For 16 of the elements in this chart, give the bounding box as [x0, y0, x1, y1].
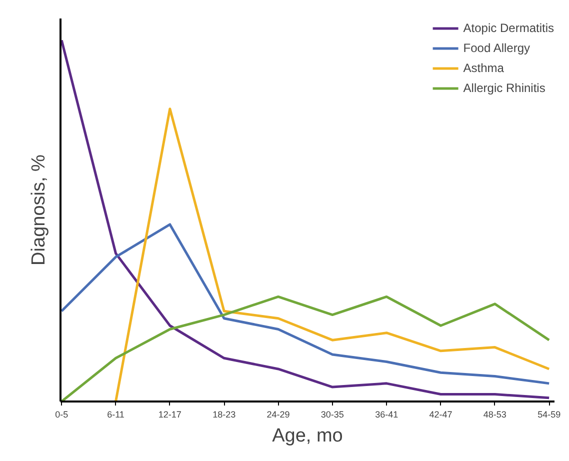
legend-label: Asthma — [463, 61, 504, 75]
x-tick-label: 24-29 — [266, 410, 290, 420]
x-tick-label: 48-53 — [483, 410, 506, 420]
legend-label: Allergic Rhinitis — [463, 81, 546, 95]
y-axis-title: Diagnosis, % — [28, 154, 50, 266]
legend-label: Atopic Dermatitis — [463, 21, 554, 35]
x-tick-label: 42-47 — [429, 410, 452, 420]
x-tick-label: 18-23 — [212, 410, 236, 420]
x-tick-label: 6-11 — [107, 410, 124, 420]
x-tick-label: 36-41 — [375, 410, 398, 420]
x-tick-label: 0-5 — [55, 410, 68, 420]
x-axis-title: Age, mo — [272, 426, 343, 446]
x-tick-label: 12-17 — [158, 410, 182, 420]
legend-label: Food Allergy — [463, 41, 530, 55]
x-tick-label: 30-35 — [320, 410, 344, 420]
x-tick-label: 54-59 — [538, 410, 561, 420]
